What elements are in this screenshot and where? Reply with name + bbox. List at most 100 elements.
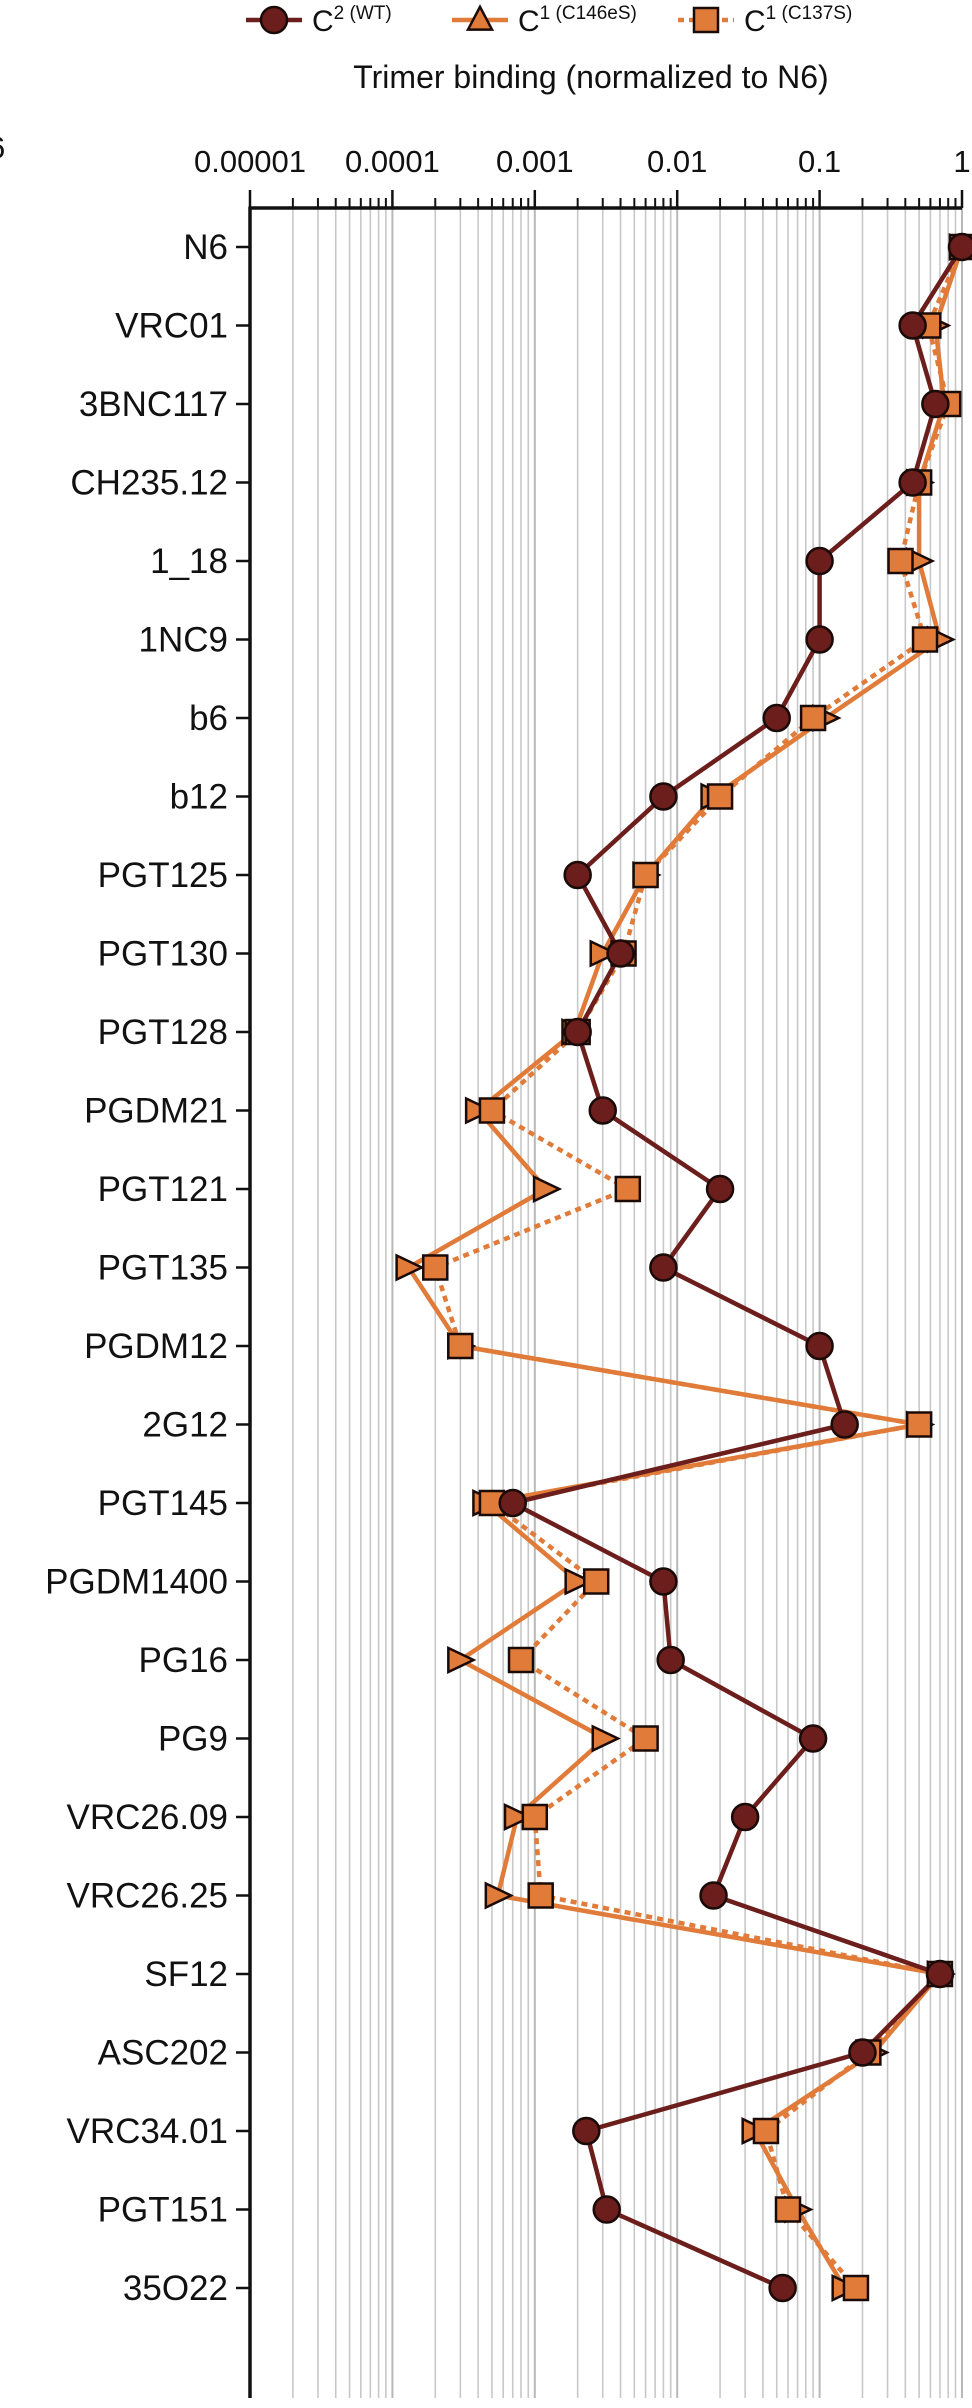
data-point-series-3: [911, 626, 939, 653]
data-point-series-1: [649, 1253, 678, 1282]
data-point-series-2: [589, 939, 619, 968]
data-point-series-3: [706, 783, 734, 810]
category-label: N6: [183, 228, 228, 267]
category-label: PGT125: [98, 856, 228, 895]
data-point-series-3: [774, 2196, 802, 2223]
data-point-series-3: [905, 1411, 933, 1438]
category-label: PG16: [139, 1641, 229, 1680]
category-label: VRC26.25: [67, 1877, 228, 1916]
category-label: PGT128: [98, 1013, 228, 1052]
data-point-series-3: [842, 2274, 870, 2302]
data-point-series-1: [898, 468, 927, 497]
legend-label-2: C1 (C146eS): [518, 3, 637, 38]
data-point-series-3: [507, 1646, 535, 1674]
data-point-series-1: [606, 939, 635, 968]
category-label: VRC01: [115, 307, 228, 346]
data-point-series-3: [582, 1568, 610, 1595]
category-label: 2G12: [142, 1406, 228, 1445]
category-label: PG9: [158, 1720, 228, 1759]
legend: C2 (WT) C1 (C146eS) C1 (C137S): [246, 3, 852, 38]
data-point-series-2: [591, 1724, 621, 1753]
data-point-series-1: [848, 2038, 877, 2067]
category-label: PGDM1400: [45, 1563, 228, 1602]
data-point-series-3: [632, 861, 659, 889]
data-point-series-2: [503, 1803, 534, 1831]
data-point-series-1: [805, 625, 834, 654]
data-point-series-3: [478, 1489, 506, 1517]
data-point-series-3: [887, 547, 914, 575]
data-point-series-1: [588, 1096, 617, 1125]
data-point-series-3: [422, 1254, 449, 1281]
x-tick-label: 0.1: [798, 144, 841, 179]
category-label: PGDM21: [84, 1092, 228, 1131]
category-label: PGT121: [98, 1170, 228, 1209]
grid: [249, 208, 963, 2398]
category-label: VRC26.09: [67, 1798, 228, 1837]
legend-label-3: C1 (C137S): [744, 3, 852, 38]
legend-marker-3: [692, 6, 720, 34]
category-label: PGT135: [98, 1249, 228, 1288]
axes: [248, 206, 962, 2398]
data-point-series-1: [705, 1174, 735, 1204]
legend-marker-2: [465, 4, 495, 31]
data-point-series-1: [921, 389, 950, 419]
legend-label-1: C2 (WT): [312, 3, 392, 38]
data-point-series-1: [805, 546, 834, 576]
data-point-series-3: [632, 1725, 659, 1752]
data-point-series-1: [649, 782, 678, 811]
data-point-series-1: [656, 1645, 685, 1675]
category-label: b6: [189, 699, 228, 738]
data-point-series-3: [614, 1175, 642, 1203]
category-label: 1_18: [150, 542, 228, 581]
category-label: b12: [170, 778, 228, 817]
data-point-series-1: [830, 1410, 859, 1439]
series-line-3: [433, 246, 965, 2290]
data-point-series-1: [947, 232, 972, 262]
data-point-series-1: [925, 1959, 955, 1989]
category-label: PGT151: [98, 2191, 228, 2230]
x-tick-label: 1: [953, 144, 970, 179]
data-point-series-1: [498, 1488, 527, 1518]
category-label: SF12: [144, 1955, 228, 1994]
category-label: CH235.12: [70, 464, 228, 503]
category-label: VRC34.01: [67, 2112, 228, 2151]
data-point-series-1: [649, 1567, 678, 1596]
data-point-series-3: [799, 704, 827, 732]
category-label: 3BNC117: [79, 385, 228, 424]
series-markers: [395, 232, 972, 2303]
data-point-series-1: [730, 1802, 760, 1832]
data-point-series-2: [484, 1881, 514, 1910]
category-label: ASC202: [98, 2034, 228, 2073]
data-point-series-3: [752, 2117, 780, 2145]
category-label: 1NC9: [139, 621, 228, 660]
data-point-series-1: [592, 2195, 621, 2224]
x-tick-label: 0.01: [647, 144, 707, 179]
data-point-series-1: [563, 1017, 592, 1047]
data-point-series-1: [762, 703, 791, 733]
data-point-series-3: [527, 1882, 554, 1909]
data-point-series-1: [768, 2273, 797, 2303]
data-point-series-3: [521, 1803, 549, 1831]
x-tick-label: 0.0001: [345, 144, 440, 179]
category-label: PGT130: [98, 935, 228, 974]
data-point-series-2: [532, 1175, 563, 1203]
category-label: PGDM12: [84, 1327, 228, 1366]
data-point-series-1: [572, 2116, 601, 2146]
legend-marker-1: [259, 5, 289, 35]
category-label: 35O22: [123, 2269, 228, 2308]
data-point-series-1: [805, 1331, 834, 1361]
category-label: PGT145: [98, 1484, 228, 1523]
stray-label: 6: [0, 130, 5, 165]
data-point-series-2: [395, 1253, 425, 1282]
data-point-series-1: [898, 311, 927, 340]
data-point-series-1: [699, 1881, 728, 1910]
x-tick-label: 0.00001: [194, 144, 306, 179]
data-point-series-2: [564, 1567, 594, 1596]
x-axis-title: Trimer binding (normalized to N6): [353, 59, 828, 95]
data-point-series-2: [447, 1646, 477, 1674]
x-tick-label: 0.001: [496, 144, 574, 179]
x-axis-ticks: 0.00001 0.0001 0.001 0.01 0.1 1: [194, 144, 971, 208]
data-point-series-1: [798, 1724, 828, 1753]
data-point-series-3: [478, 1097, 506, 1124]
